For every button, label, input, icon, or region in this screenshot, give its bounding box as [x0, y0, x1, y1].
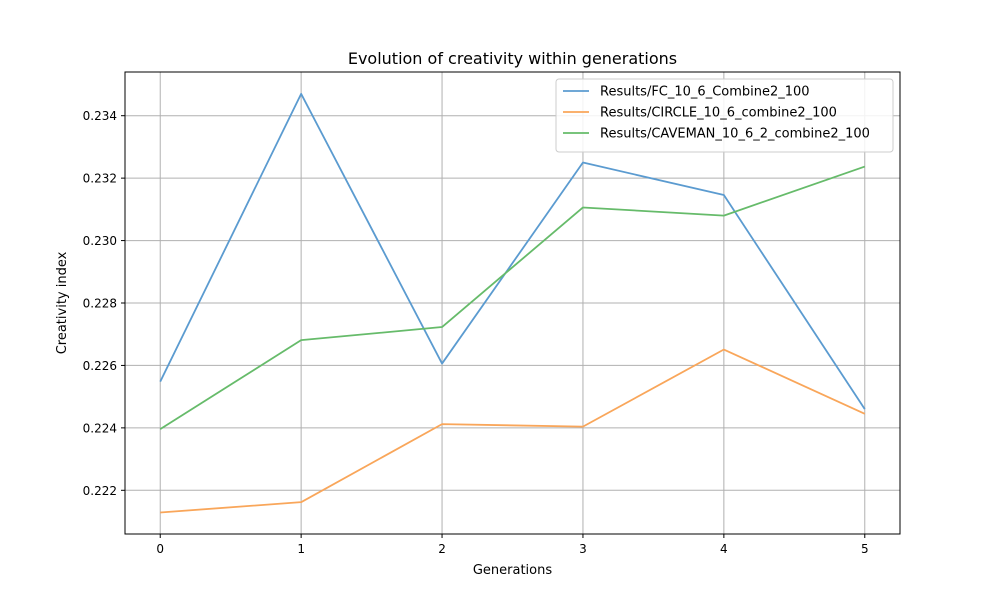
y-tick-label: 0.230 [83, 234, 117, 248]
x-tick-label: 4 [720, 542, 728, 556]
y-tick-label: 0.222 [83, 484, 117, 498]
x-tick-label: 1 [297, 542, 305, 556]
y-tick-label: 0.228 [83, 297, 117, 311]
x-tick-label: 3 [579, 542, 587, 556]
y-tick-label: 0.224 [83, 421, 117, 435]
x-tick-label: 2 [438, 542, 446, 556]
x-axis-label: Generations [473, 563, 553, 578]
legend-label: Results/FC_10_6_Combine2_100 [600, 85, 810, 100]
y-tick-label: 0.232 [83, 172, 117, 186]
x-tick-label: 5 [861, 542, 869, 556]
chart-title: Evolution of creativity within generatio… [348, 49, 677, 68]
y-tick-label: 0.226 [83, 359, 117, 373]
x-tick-label: 0 [156, 542, 164, 556]
y-tick-label: 0.234 [83, 109, 117, 123]
legend-label: Results/CIRCLE_10_6_combine2_100 [600, 106, 837, 121]
legend-label: Results/CAVEMAN_10_6_2_combine2_100 [600, 127, 870, 142]
y-axis-label: Creativity index [55, 251, 70, 354]
legend: Results/FC_10_6_Combine2_100 Results/CIRC… [556, 79, 893, 152]
